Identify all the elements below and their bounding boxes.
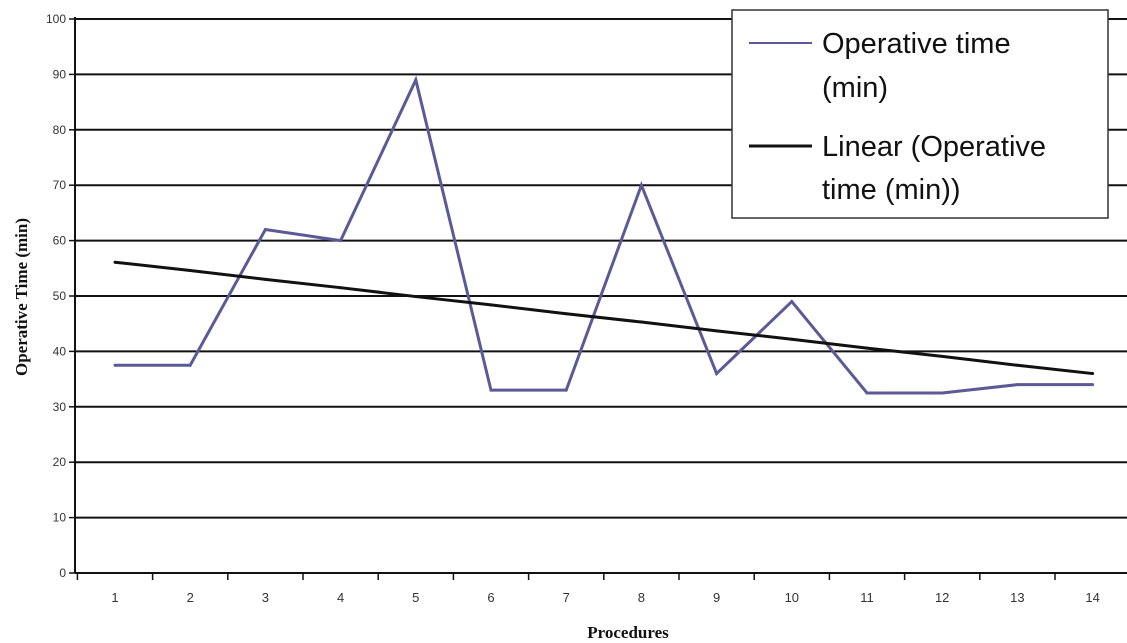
data-point-operative-time xyxy=(263,228,267,232)
data-point-linear-trend xyxy=(113,260,117,264)
x-tick-label: 12 xyxy=(935,590,949,605)
y-tick-label: 80 xyxy=(53,123,67,137)
y-tick-label: 100 xyxy=(46,12,66,26)
x-tick-label: 9 xyxy=(713,590,720,605)
data-point-operative-time xyxy=(414,78,418,82)
x-axis-title: Procedures xyxy=(587,623,669,642)
x-tick-label: 7 xyxy=(563,590,570,605)
x-tick-label: 14 xyxy=(1085,590,1099,605)
data-point-linear-trend xyxy=(1091,372,1095,376)
x-tick-label: 5 xyxy=(412,590,419,605)
data-point-linear-trend xyxy=(790,337,794,341)
legend-label-operative-time-line1: Operative time xyxy=(822,28,1011,60)
data-point-linear-trend xyxy=(263,277,267,281)
data-point-operative-time xyxy=(339,239,343,243)
axes xyxy=(69,17,1127,580)
data-point-operative-time xyxy=(489,388,493,392)
x-tick-label: 11 xyxy=(860,590,874,605)
data-point-linear-trend xyxy=(188,269,192,273)
series-line-operative-time xyxy=(115,75,1093,395)
data-point-linear-trend xyxy=(339,286,343,290)
data-point-linear-trend xyxy=(489,303,493,307)
y-tick-label: 60 xyxy=(53,234,67,248)
data-point-operative-time xyxy=(865,391,869,395)
series-line-linear-trend xyxy=(114,260,1093,376)
legend-label-linear-trend-line1: Linear (Operative xyxy=(822,131,1046,163)
data-point-linear-trend xyxy=(865,346,869,350)
x-tick-label: 8 xyxy=(638,590,645,605)
x-tick-label: 2 xyxy=(187,590,194,605)
x-tick-label: 6 xyxy=(487,590,494,605)
data-point-operative-time xyxy=(1091,383,1095,387)
x-tick-label: 4 xyxy=(337,590,344,605)
y-tick-label: 90 xyxy=(53,67,67,81)
data-point-linear-trend xyxy=(564,312,568,316)
y-tick-label: 50 xyxy=(53,289,67,303)
data-point-linear-trend xyxy=(1015,363,1019,367)
y-axis-title: Operative Time (min) xyxy=(12,218,31,376)
data-point-operative-time xyxy=(113,363,117,367)
y-tick-label: 20 xyxy=(53,455,67,469)
legend-box xyxy=(731,9,1109,219)
data-point-operative-time xyxy=(940,391,944,395)
data-point-operative-time xyxy=(1015,383,1019,387)
y-tick-label: 10 xyxy=(53,511,67,525)
y-tick-label: 70 xyxy=(53,178,67,192)
data-point-linear-trend xyxy=(940,354,944,358)
data-point-linear-trend xyxy=(414,295,418,299)
legend-label-operative-time-line2: (min) xyxy=(822,72,888,104)
data-point-operative-time xyxy=(715,372,719,376)
data-point-operative-time xyxy=(790,300,794,304)
data-point-operative-time xyxy=(564,388,568,392)
x-tick-label: 3 xyxy=(262,590,269,605)
x-tick-label: 1 xyxy=(111,590,118,605)
legend: Operative time (min) Linear (Operative t… xyxy=(731,9,1109,219)
legend-label-linear-trend-line2: time (min)) xyxy=(822,174,961,206)
data-point-operative-time xyxy=(188,363,192,367)
y-tick-label: 30 xyxy=(53,400,67,414)
data-point-linear-trend xyxy=(715,329,719,333)
x-tick-label: 10 xyxy=(785,590,799,605)
x-tick-label: 13 xyxy=(1010,590,1024,605)
y-tick-label: 0 xyxy=(59,566,66,580)
data-point-operative-time xyxy=(639,183,643,187)
y-tick-label: 40 xyxy=(53,344,67,358)
data-point-linear-trend xyxy=(639,320,643,324)
series xyxy=(113,75,1095,395)
